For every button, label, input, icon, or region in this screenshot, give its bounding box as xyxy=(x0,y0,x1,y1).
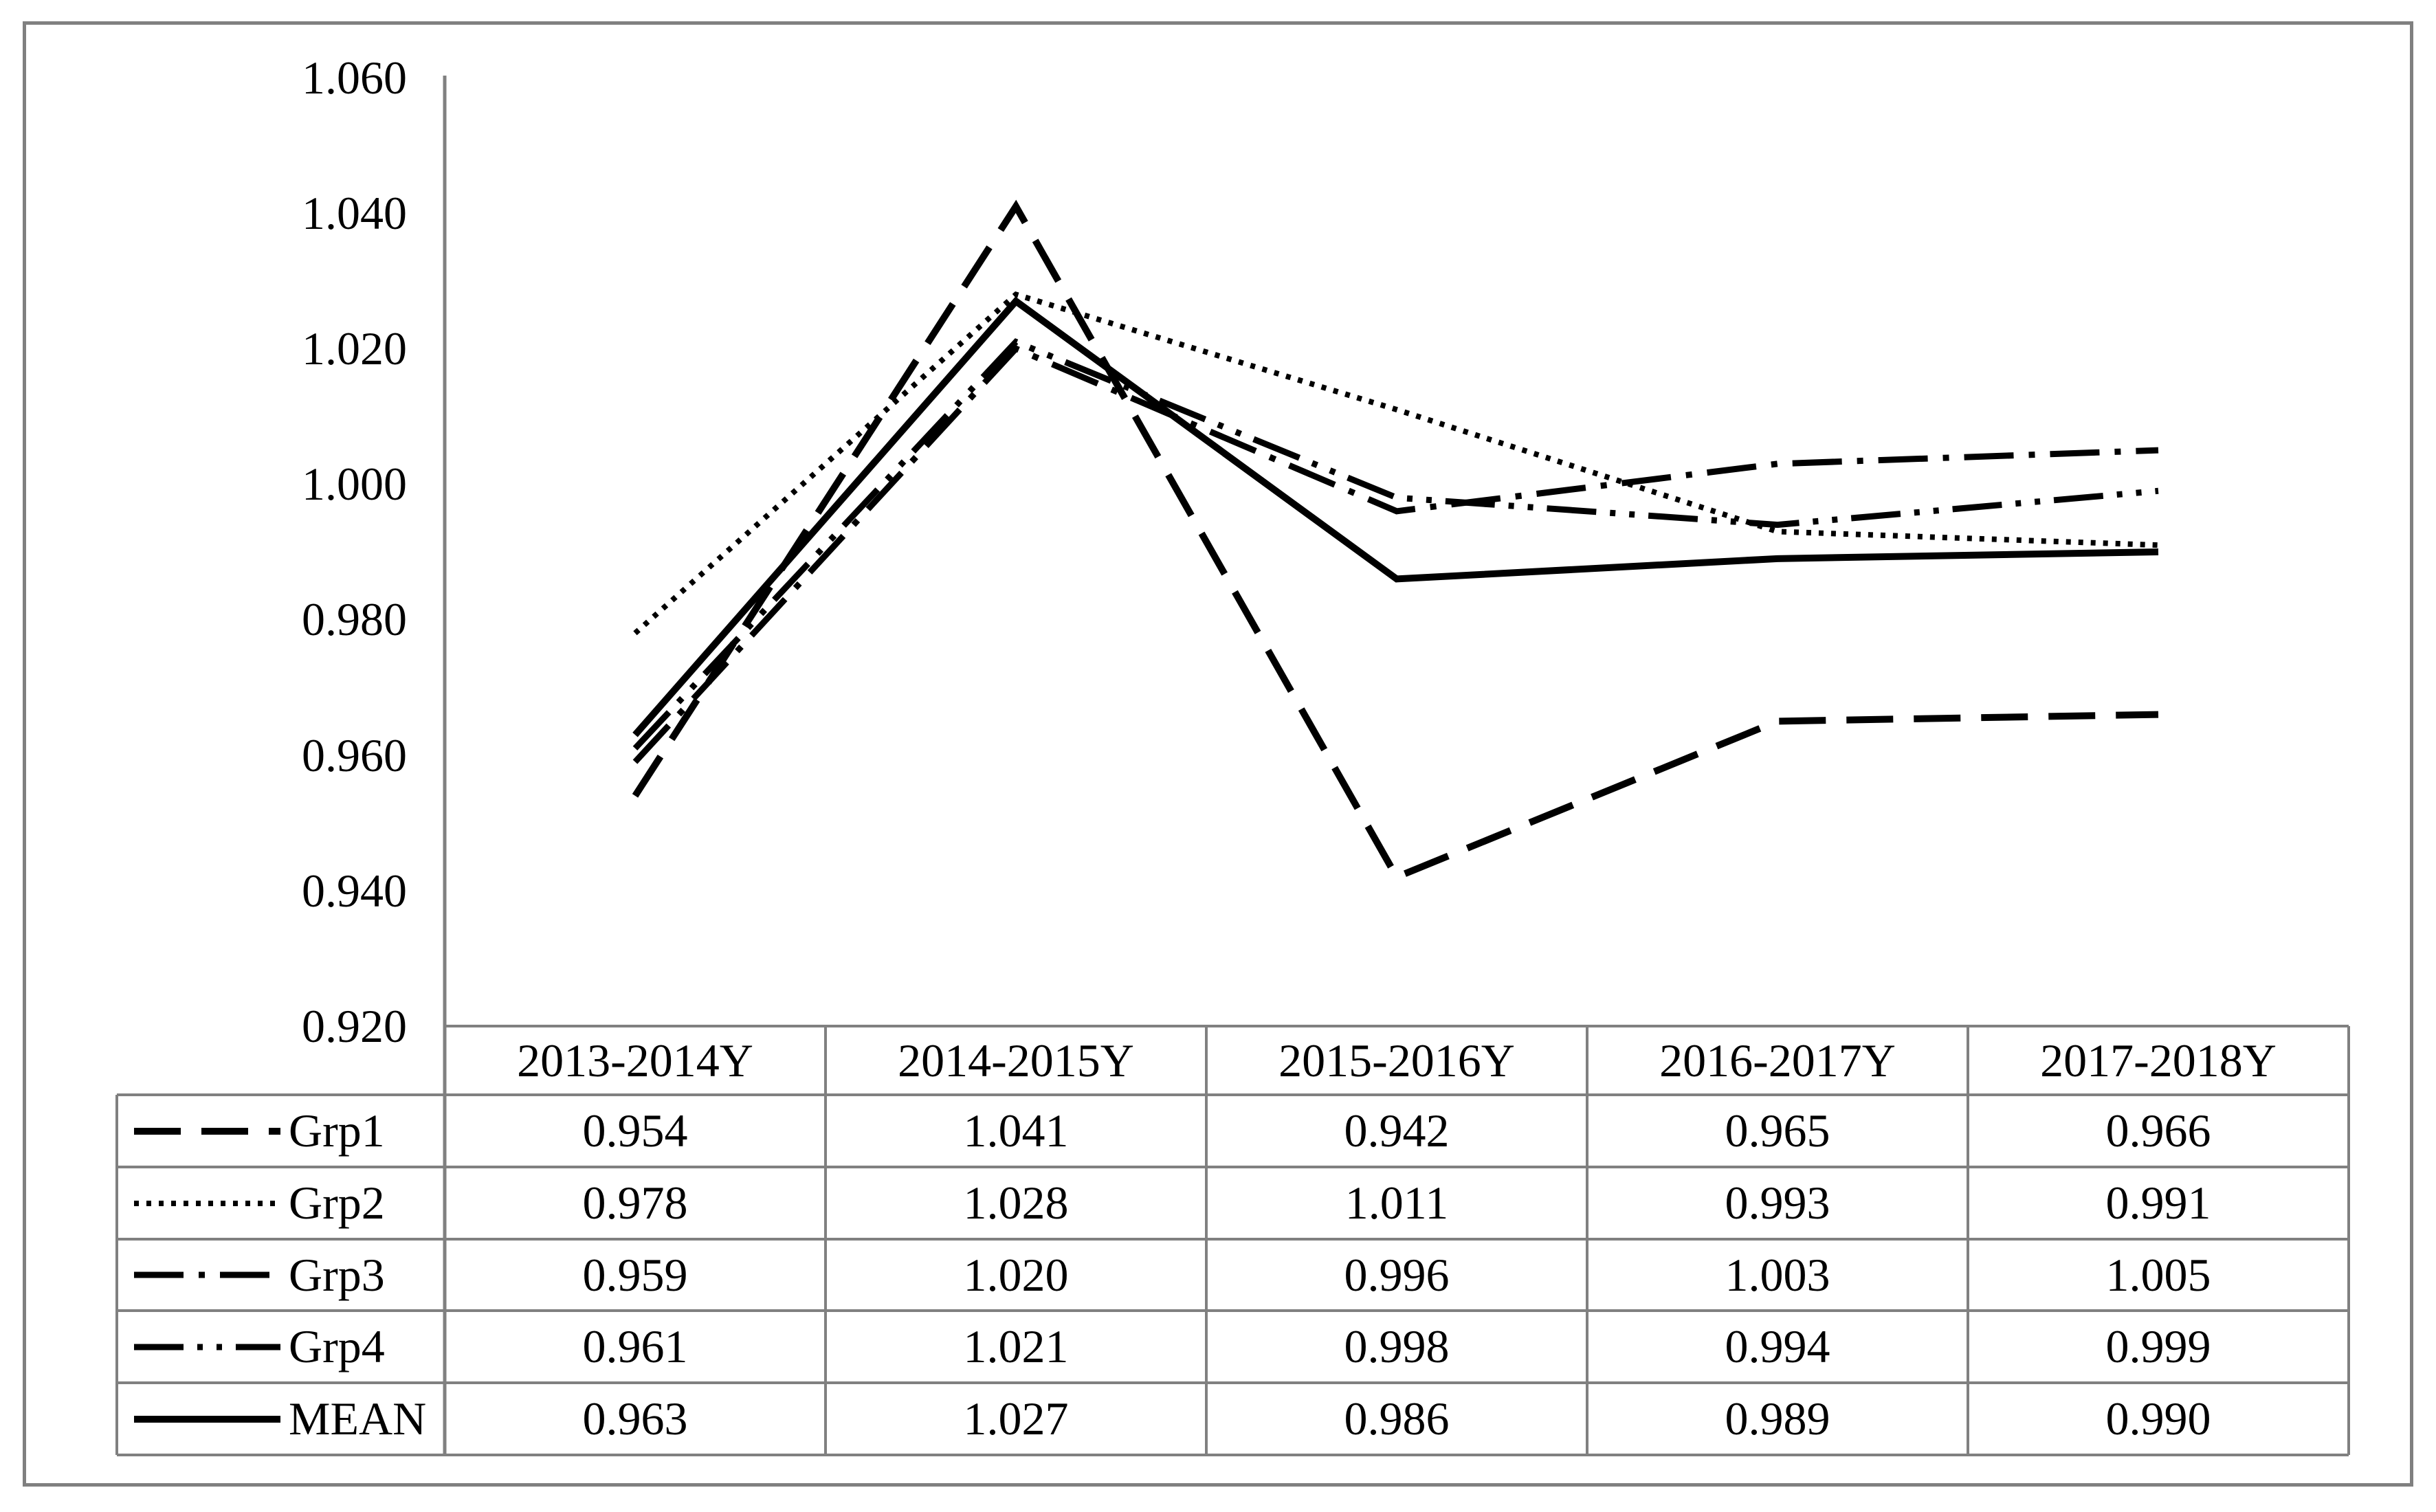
table-cell: 1.021 xyxy=(963,1320,1069,1372)
table-cell: 0.963 xyxy=(582,1392,688,1445)
series-line-grp1 xyxy=(632,199,2159,882)
legend-label-grp2: Grp2 xyxy=(289,1177,385,1229)
table-cell: 0.978 xyxy=(582,1177,688,1229)
table-cell: 0.959 xyxy=(582,1248,688,1301)
y-tick-label: 0.960 xyxy=(302,729,407,781)
series-line-grp4 xyxy=(632,338,2159,751)
legend-label-mean: MEAN xyxy=(289,1392,427,1445)
y-tick-label: 0.980 xyxy=(302,593,407,645)
y-tick-label: 0.920 xyxy=(302,1000,407,1052)
y-tick-label: 1.040 xyxy=(302,187,407,239)
table-cell: 0.965 xyxy=(1725,1104,1830,1157)
table-cell: 1.028 xyxy=(963,1177,1069,1229)
table-cell: 0.961 xyxy=(582,1320,688,1372)
y-tick-label: 0.940 xyxy=(302,865,407,917)
table-cell: 1.027 xyxy=(963,1392,1069,1445)
table-cell: 1.003 xyxy=(1725,1248,1830,1301)
table-cell: 0.986 xyxy=(1344,1392,1450,1445)
y-tick-label: 1.020 xyxy=(302,322,407,375)
table-cell: 0.998 xyxy=(1344,1320,1450,1372)
series-line-mean xyxy=(632,296,2159,737)
y-tick-label: 1.000 xyxy=(302,458,407,510)
series-line-grp3 xyxy=(632,344,2159,764)
table-cell: 0.989 xyxy=(1725,1392,1830,1445)
table-header-cell: 2014-2015Y xyxy=(898,1034,1134,1087)
legend-label-grp4: Grp4 xyxy=(289,1320,385,1372)
table-cell: 1.005 xyxy=(2105,1248,2211,1301)
table-cell: 1.020 xyxy=(963,1248,1069,1301)
table-cell: 0.942 xyxy=(1344,1104,1450,1157)
table-cell: 0.994 xyxy=(1725,1320,1830,1372)
table-cell: 1.041 xyxy=(963,1104,1069,1157)
table-header-cell: 2013-2014Y xyxy=(517,1034,753,1087)
table-cell: 0.996 xyxy=(1344,1248,1450,1301)
table-cell: 0.954 xyxy=(582,1104,688,1157)
table-header-cell: 2016-2017Y xyxy=(1659,1034,1896,1087)
series-line-grp2 xyxy=(633,291,2159,636)
y-tick-label: 1.060 xyxy=(302,52,407,104)
table-header-cell: 2017-2018Y xyxy=(2040,1034,2277,1087)
table-cell: 1.011 xyxy=(1344,1177,1449,1229)
table-cell: 0.999 xyxy=(2105,1320,2211,1372)
table-cell: 0.966 xyxy=(2105,1104,2211,1157)
table-cell: 0.993 xyxy=(1725,1177,1830,1229)
table-header-cell: 2015-2016Y xyxy=(1278,1034,1515,1087)
table-cell: 0.991 xyxy=(2105,1177,2211,1229)
table-cell: 0.990 xyxy=(2105,1392,2211,1445)
legend-label-grp1: Grp1 xyxy=(289,1104,385,1157)
figure-border xyxy=(23,21,2413,1487)
legend-label-grp3: Grp3 xyxy=(289,1248,385,1301)
